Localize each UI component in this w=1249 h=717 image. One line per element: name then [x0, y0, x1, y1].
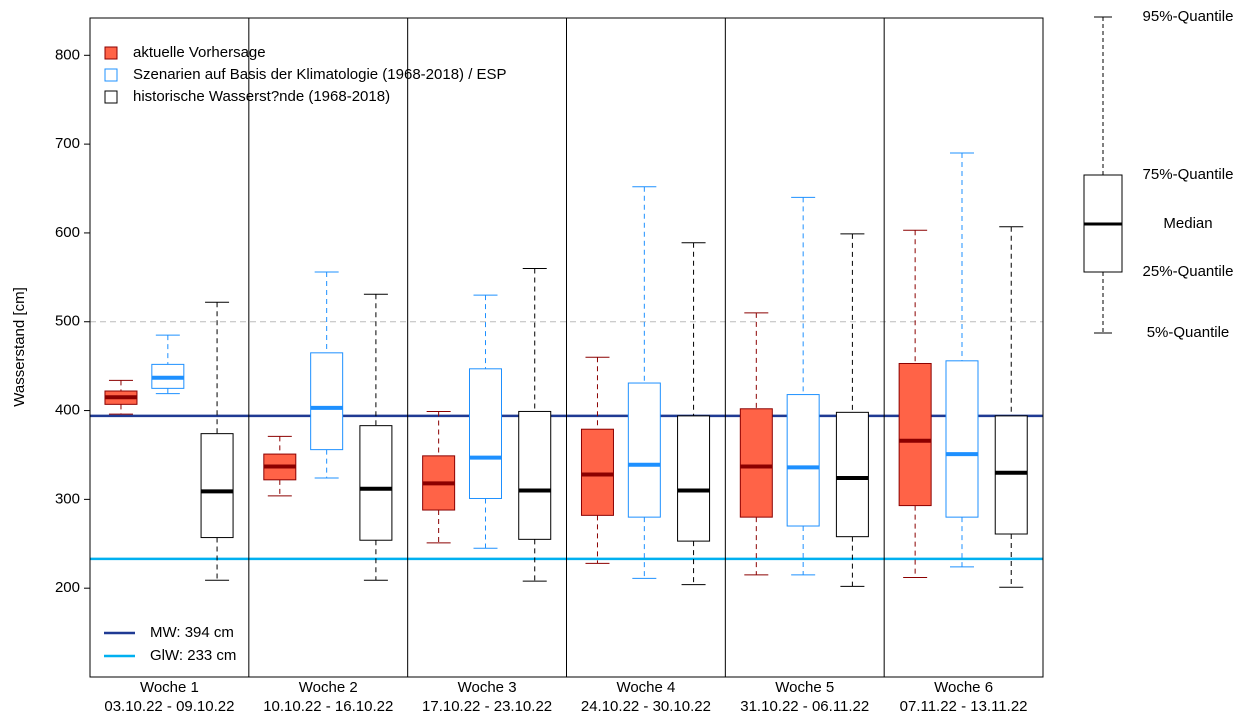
- y-axis-label: Wasserstand [cm]: [11, 287, 28, 406]
- explanation-label: 75%-Quantile: [1143, 166, 1234, 183]
- y-tick-label: 500: [55, 313, 80, 330]
- x-tick-label: 03.10.22 - 09.10.22: [104, 698, 234, 715]
- box: [898, 362, 932, 507]
- y-tick-label: 700: [55, 135, 80, 152]
- explanation: 95%-Quantile 75%-Quantile Median 25%-Qua…: [1083, 8, 1234, 341]
- box: [945, 360, 979, 518]
- box: [739, 408, 773, 518]
- legend-marker: [104, 68, 118, 82]
- plot-frame: [89, 17, 1044, 678]
- legend-label: aktuelle Vorhersage: [133, 44, 266, 61]
- box: [580, 428, 614, 516]
- box: [310, 352, 344, 451]
- legend-label: MW: 394 cm: [150, 624, 234, 641]
- y-tick-label: 200: [55, 579, 80, 596]
- box: [359, 425, 393, 541]
- x-tick-label: 31.10.22 - 06.11.22: [740, 698, 869, 715]
- explanation-label: Median: [1163, 215, 1212, 232]
- box: [468, 368, 502, 499]
- y-tick-label: 600: [55, 224, 80, 241]
- y-tick-label: 400: [55, 402, 80, 419]
- box: [200, 433, 234, 539]
- legend-label: GlW: 233 cm: [150, 647, 236, 664]
- box: [835, 411, 869, 538]
- box: [677, 415, 711, 542]
- explanation-label: 5%-Quantile: [1147, 324, 1230, 341]
- box: [994, 415, 1028, 535]
- legend-marker: [104, 46, 118, 60]
- x-tick-label: Woche 4: [616, 679, 675, 696]
- x-tick-label: Woche 2: [299, 679, 358, 696]
- legend-label: Szenarien auf Basis der Klimatologie (19…: [133, 66, 507, 83]
- legend-label: historische Wasserst?nde (1968-2018): [133, 88, 390, 105]
- y-tick-label: 300: [55, 490, 80, 507]
- x-tick-label: 07.11.22 - 13.11.22: [900, 698, 1028, 715]
- box: [518, 410, 552, 540]
- x-tick-label: 10.10.22 - 16.10.22: [263, 698, 393, 715]
- explanation-label: 25%-Quantile: [1143, 263, 1234, 280]
- x-tick-label: Woche 5: [775, 679, 834, 696]
- x-tick-label: 24.10.22 - 30.10.22: [581, 698, 711, 715]
- x-tick-label: Woche 1: [140, 679, 199, 696]
- explanation-label: 95%-Quantile: [1143, 8, 1234, 25]
- y-tick-label: 800: [55, 46, 80, 63]
- legend-marker: [104, 90, 118, 104]
- x-tick-label: Woche 6: [934, 679, 993, 696]
- x-tick-label: Woche 3: [458, 679, 517, 696]
- box: [627, 382, 661, 518]
- x-tick-label: 17.10.22 - 23.10.22: [422, 698, 552, 715]
- box: [786, 394, 820, 527]
